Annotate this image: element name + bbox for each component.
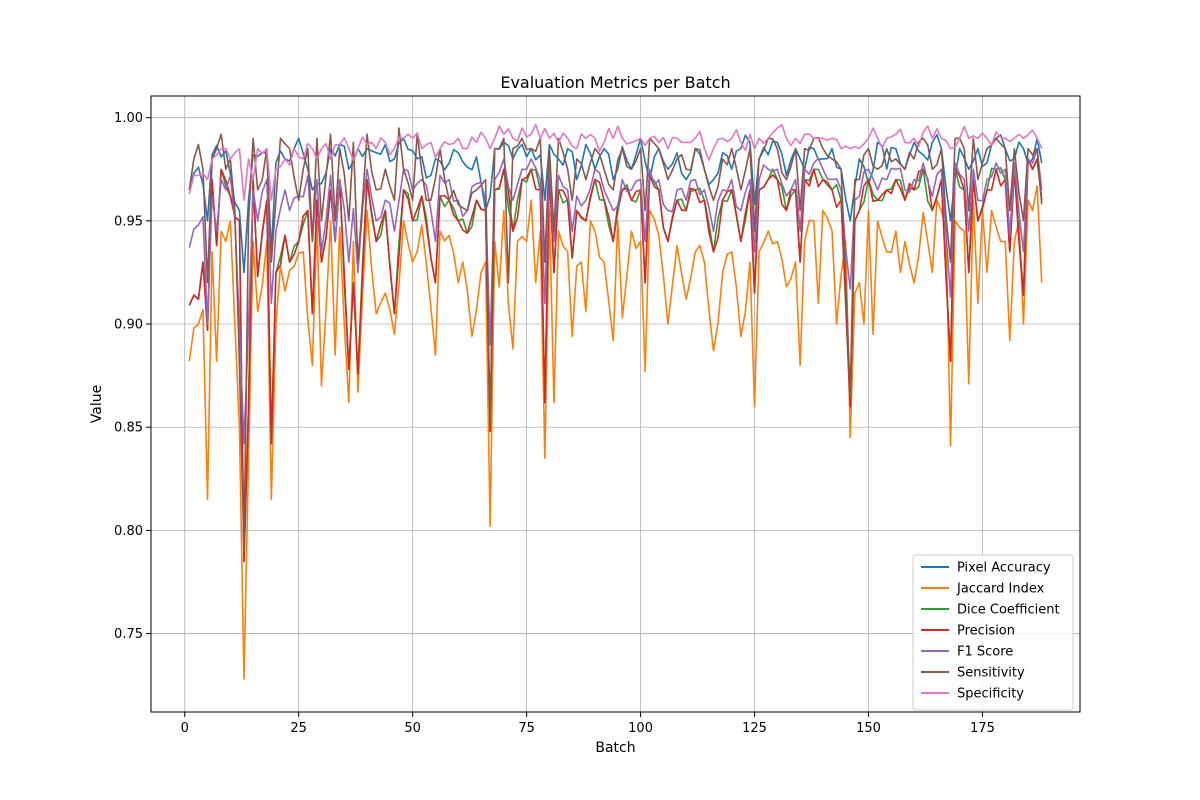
y-tick-label: 0.85: [114, 421, 143, 436]
series-lines: [188, 123, 1043, 680]
x-tick-label: 0: [181, 721, 189, 736]
legend-label: F1 Score: [957, 645, 1013, 660]
axis-ticks: 0 25 50 75 100 125 150 175 0.75 0.80 0.85 0.90 0.95 1…: [114, 111, 995, 736]
y-tick-label: 0.95: [114, 214, 143, 229]
x-tick-label: 150: [856, 721, 881, 736]
plot-frame: [150, 95, 1081, 713]
series-line-jaccard-index: [188, 184, 1043, 680]
series-line-precision: [188, 158, 1043, 563]
y-tick-label: 0.90: [114, 318, 143, 333]
legend-label: Jaccard Index: [956, 582, 1045, 597]
legend-label: Pixel Accuracy: [957, 561, 1051, 576]
y-axis-label: Value: [89, 385, 105, 423]
x-axis-label: Batch: [595, 740, 635, 756]
x-tick-label: 50: [404, 721, 421, 736]
y-tick-label: 1.00: [114, 111, 143, 126]
legend-label: Dice Coefficient: [957, 603, 1060, 618]
series-line-specificity: [188, 123, 1043, 202]
legend-label: Specificity: [957, 687, 1024, 702]
x-tick-label: 125: [742, 721, 767, 736]
x-tick-label: 175: [970, 721, 995, 736]
legend-label: Precision: [957, 624, 1015, 639]
series-line-sensitivity: [188, 127, 1043, 552]
legend: Pixel Accuracy Jaccard Index Dice Coeffici…: [912, 554, 1074, 711]
x-tick-label: 25: [290, 721, 307, 736]
chart-title: Evaluation Metrics per Batch: [500, 73, 730, 92]
y-tick-label: 0.80: [114, 524, 143, 539]
legend-label: Sensitivity: [957, 666, 1025, 681]
x-tick-label: 75: [518, 721, 535, 736]
y-tick-label: 0.75: [114, 627, 143, 642]
series-line-f1-score: [188, 147, 1043, 445]
legend-box: [912, 554, 1074, 711]
x-tick-label: 100: [628, 721, 653, 736]
